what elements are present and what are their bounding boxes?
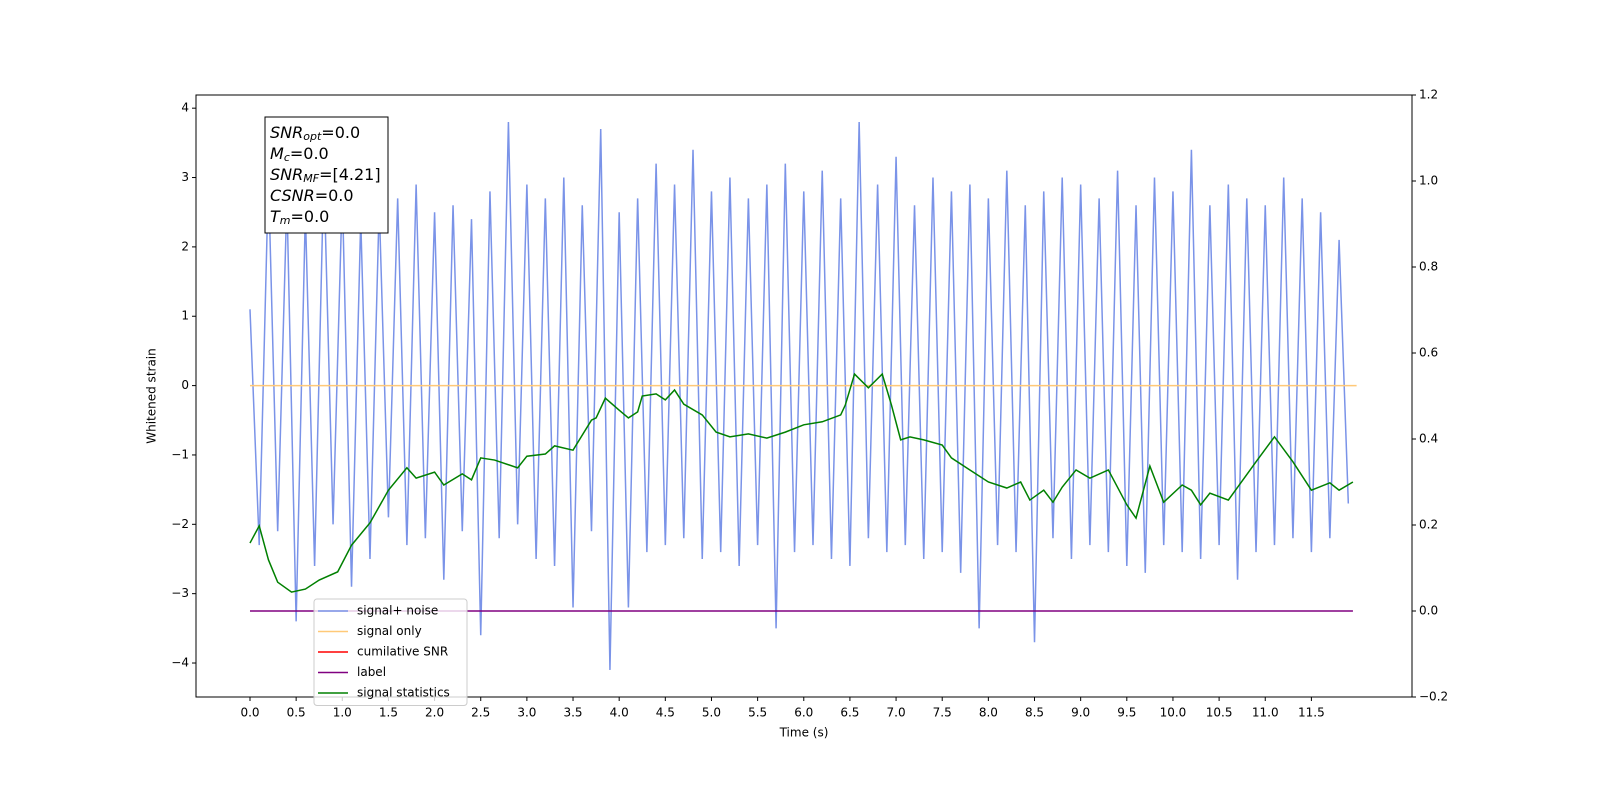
x-tick-label: 4.5 — [656, 706, 675, 720]
annotation-line: SNRMF=[4.21] — [270, 165, 381, 186]
annotation-value: =[4.21] — [319, 165, 381, 184]
annotation-subscript: m — [280, 214, 291, 227]
y-tick-label: 0 — [181, 378, 189, 392]
annotation-value: =0.0 — [290, 144, 329, 163]
y-tick-label: 4 — [181, 101, 189, 115]
legend-box — [313, 598, 468, 706]
annotation-symbol: SNR — [270, 165, 303, 184]
legend-label: label — [357, 665, 386, 679]
x-tick-label: 5.0 — [702, 706, 721, 720]
annotation-symbol: SNR — [270, 123, 303, 142]
y-tick-label: 2 — [181, 239, 189, 253]
y-tick-label: −2 — [171, 517, 189, 531]
legend-label: signal only — [357, 624, 422, 638]
x-tick-label: 9.5 — [1117, 706, 1136, 720]
y2-tick-label: 1.0 — [1419, 174, 1438, 188]
y-axis-label: Whitened strain — [145, 348, 159, 444]
annotation-line: Tm=0.0 — [270, 207, 329, 228]
x-tick-label: 1.0 — [333, 706, 352, 720]
annotation-subscript: opt — [303, 130, 322, 143]
series-line — [249, 372, 1354, 593]
annotation-value: =0.0 — [321, 123, 360, 142]
annotation-symbol: T — [270, 207, 281, 226]
y-tick-label: 3 — [181, 170, 189, 184]
x-tick-label: 11.5 — [1298, 706, 1325, 720]
x-tick-label: 7.0 — [887, 706, 906, 720]
y2-tick-label: 0.2 — [1419, 518, 1438, 532]
x-tick-label: 9.0 — [1071, 706, 1090, 720]
x-tick-label: 10.5 — [1206, 706, 1233, 720]
x-tick-label: 0.5 — [287, 706, 306, 720]
x-tick-label: 10.0 — [1160, 706, 1187, 720]
y2-tick-label: 0.8 — [1419, 260, 1438, 274]
x-tick-label: 4.0 — [610, 706, 629, 720]
x-tick-label: 2.0 — [425, 706, 444, 720]
y-tick-label: −3 — [171, 586, 189, 600]
series-line — [249, 122, 1350, 670]
y2-tick-label: 0.6 — [1419, 346, 1438, 360]
annotation-value: =0.0 — [291, 207, 330, 226]
y-tick-label: 1 — [181, 309, 189, 323]
y2-tick-label: 1.2 — [1419, 88, 1438, 102]
annotation-subscript: c — [284, 151, 290, 164]
annotation-subscript: MF — [303, 172, 319, 185]
y2-tick-label: −0.2 — [1419, 690, 1448, 704]
x-tick-label: 6.0 — [794, 706, 813, 720]
annotation-symbol: M — [270, 144, 284, 163]
annotation-line: SNRopt=0.0 — [270, 123, 360, 144]
annotation-symbol: CSNR — [270, 186, 315, 205]
x-tick-label: 8.5 — [1025, 706, 1044, 720]
annotation-line: CSNR=0.0 — [270, 186, 354, 205]
annotation-value: =0.0 — [315, 186, 354, 205]
y-tick-label: −1 — [171, 447, 189, 461]
x-tick-label: 3.5 — [563, 706, 582, 720]
legend-label: signal statistics — [357, 686, 450, 700]
y2-tick-label: 0.0 — [1419, 604, 1438, 618]
x-tick-label: 8.0 — [979, 706, 998, 720]
x-tick-label: 0.0 — [240, 706, 259, 720]
annotation-box — [264, 116, 389, 234]
x-tick-label: 5.5 — [748, 706, 767, 720]
legend-label: signal+ noise — [357, 604, 438, 618]
y2-tick-label: 0.4 — [1419, 432, 1438, 446]
x-tick-label: 7.5 — [933, 706, 952, 720]
annotation-line: Mc=0.0 — [270, 144, 329, 165]
x-tick-label: 2.5 — [471, 706, 490, 720]
x-axis-label: Time (s) — [779, 726, 829, 740]
legend-label: cumilative SNR — [357, 645, 448, 659]
x-tick-label: 11.0 — [1252, 706, 1279, 720]
x-tick-label: 6.5 — [840, 706, 859, 720]
x-tick-label: 1.5 — [379, 706, 398, 720]
x-tick-label: 3.0 — [517, 706, 536, 720]
y-tick-label: −4 — [171, 656, 189, 670]
